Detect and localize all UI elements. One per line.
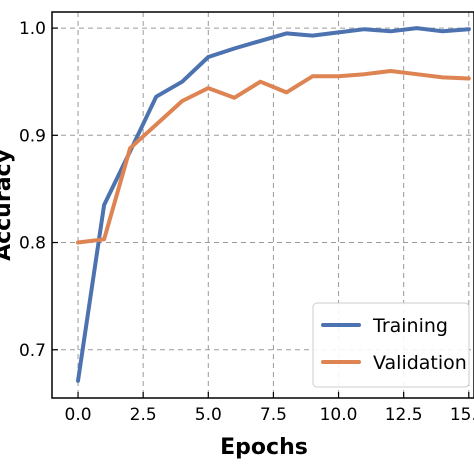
x-tick-label: 12.5 bbox=[385, 405, 423, 425]
x-tick-label: 0.0 bbox=[65, 405, 92, 425]
x-tick-label: 2.5 bbox=[130, 405, 157, 425]
x-axis-title: Epochs bbox=[220, 435, 308, 460]
series-line-training bbox=[76, 26, 471, 383]
series-line-validation bbox=[76, 69, 471, 245]
y-tick-label: 0.8 bbox=[19, 234, 46, 254]
series-lines bbox=[76, 26, 471, 383]
y-tick-label: 0.7 bbox=[19, 341, 46, 361]
x-tick-label: 5.0 bbox=[195, 405, 222, 425]
legend-label-validation: Validation bbox=[373, 352, 467, 374]
legend: Training Validation bbox=[312, 302, 470, 388]
axis-ticks: 0.0 2.5 5.0 7.5 10.0 12.5 15.0 0.7 0.8 0.9 1.0 bbox=[19, 19, 474, 425]
y-tick-label: 0.9 bbox=[19, 126, 46, 146]
y-tick-label: 1.0 bbox=[19, 19, 46, 39]
y-axis-title: Accuracy bbox=[0, 149, 16, 261]
x-tick-label: 10.0 bbox=[320, 405, 358, 425]
legend-label-training: Training bbox=[372, 315, 448, 337]
x-tick-label: 15.0 bbox=[450, 405, 474, 425]
plot-frame bbox=[51, 11, 474, 399]
x-tick-label: 7.5 bbox=[260, 405, 287, 425]
